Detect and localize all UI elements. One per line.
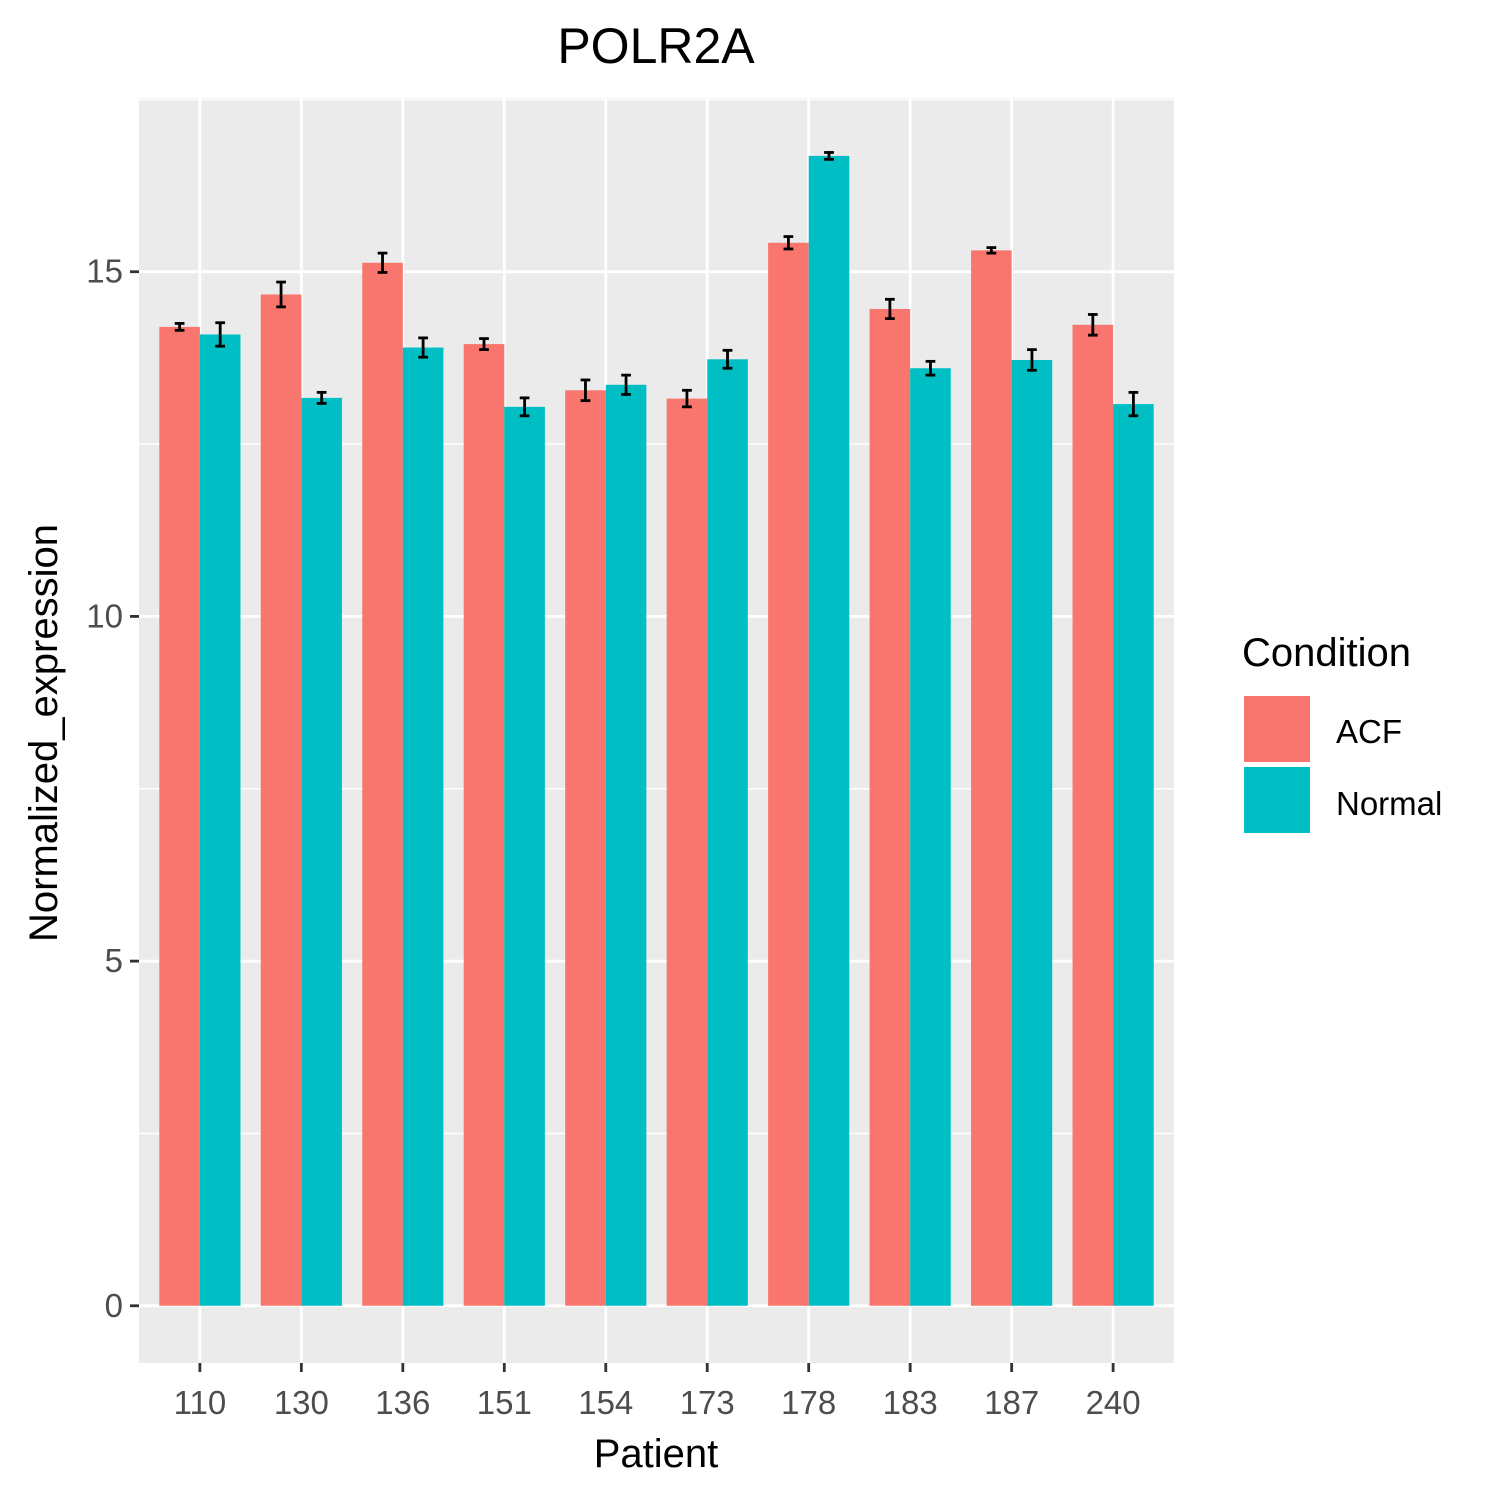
error-bar-acf-110 xyxy=(174,322,185,332)
y-tick-label: 10 xyxy=(86,597,123,634)
bar-normal-240 xyxy=(1113,404,1154,1306)
bar-normal-110 xyxy=(199,334,241,1306)
error-bar-normal-173 xyxy=(722,348,733,370)
x-tick-label: 187 xyxy=(984,1384,1039,1421)
error-bar-normal-151 xyxy=(519,396,530,418)
bar-normal-151 xyxy=(504,406,545,1306)
y-tick-label: 15 xyxy=(86,253,123,290)
error-bar-acf-136 xyxy=(377,251,388,274)
error-bars xyxy=(174,151,1139,418)
y-tick-label: 5 xyxy=(105,942,123,979)
legend-key-acf xyxy=(1242,694,1312,764)
error-bar-normal-136 xyxy=(418,336,428,359)
error-bar-normal-240 xyxy=(1128,390,1139,418)
bar-acf-110 xyxy=(159,326,200,1306)
error-bar-acf-187 xyxy=(986,246,997,255)
error-bar-acf-183 xyxy=(885,297,895,320)
error-bar-acf-151 xyxy=(479,337,489,352)
bar-acf-178 xyxy=(768,242,809,1306)
error-bar-acf-178 xyxy=(783,235,794,251)
x-tick-label: 240 xyxy=(1086,1384,1141,1421)
error-bar-acf-130 xyxy=(276,280,286,309)
bar-acf-240 xyxy=(1072,324,1114,1306)
bars xyxy=(159,155,1154,1306)
x-tick-label: 136 xyxy=(375,1384,430,1421)
bar-acf-183 xyxy=(869,308,911,1306)
x-tick-label: 154 xyxy=(578,1384,633,1421)
legend: Condition ACF Normal xyxy=(1242,631,1442,835)
chart-title: POLR2A xyxy=(557,18,755,74)
bar-normal-136 xyxy=(402,347,444,1306)
error-bar-normal-178 xyxy=(824,151,834,161)
bar-acf-187 xyxy=(971,250,1012,1306)
bar-normal-183 xyxy=(910,368,951,1306)
error-bar-normal-154 xyxy=(621,373,631,396)
bar-acf-151 xyxy=(463,344,505,1306)
y-axis-title: Normalized_expression xyxy=(22,524,66,942)
bar-normal-187 xyxy=(1011,359,1053,1306)
legend-label-acf: ACF xyxy=(1336,713,1402,750)
error-bar-acf-154 xyxy=(580,378,591,403)
x-tick-label: 110 xyxy=(174,1384,227,1421)
legend-title: Condition xyxy=(1242,631,1411,675)
x-tick-label: 183 xyxy=(883,1384,938,1421)
legend-key-normal xyxy=(1242,765,1312,835)
x-axis-title: Patient xyxy=(594,1432,719,1476)
bar-acf-173 xyxy=(666,398,708,1306)
x-tick-label: 173 xyxy=(680,1384,735,1421)
bar-acf-130 xyxy=(260,294,302,1306)
bar-normal-130 xyxy=(301,397,342,1306)
bar-acf-154 xyxy=(565,390,606,1306)
error-bar-normal-183 xyxy=(925,359,936,377)
error-bar-normal-130 xyxy=(316,390,327,405)
bar-normal-178 xyxy=(808,155,850,1306)
bar-normal-173 xyxy=(707,359,748,1306)
error-bar-normal-110 xyxy=(215,321,226,348)
legend-label-normal: Normal xyxy=(1336,785,1442,822)
x-axis: 110 130 136 151 154 173 178 183 187 240 xyxy=(174,1363,1141,1421)
bar-normal-154 xyxy=(605,384,647,1306)
error-bar-normal-187 xyxy=(1027,348,1037,372)
y-axis: 0 5 10 15 xyxy=(86,253,139,1324)
bar-acf-136 xyxy=(362,262,403,1306)
x-tick-label: 178 xyxy=(781,1384,836,1421)
x-tick-label: 151 xyxy=(477,1384,532,1421)
error-bar-acf-240 xyxy=(1087,313,1098,337)
y-tick-label: 0 xyxy=(105,1287,123,1324)
error-bar-acf-173 xyxy=(682,388,692,409)
x-tick-label: 130 xyxy=(274,1384,329,1421)
